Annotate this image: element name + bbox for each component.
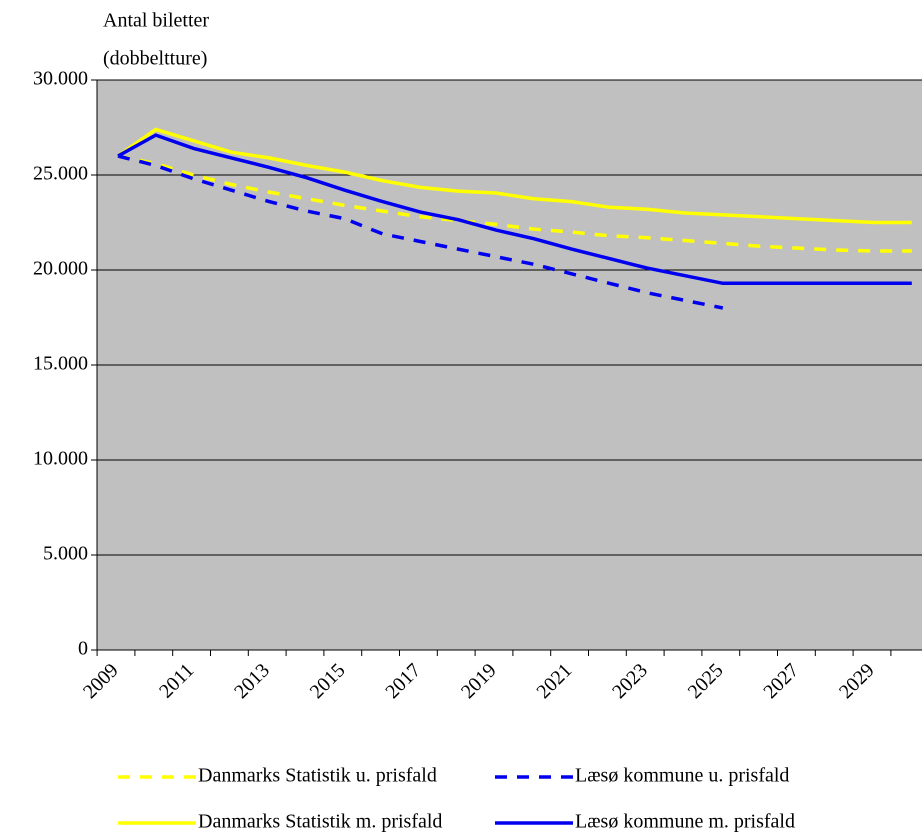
y-tick-label: 5.000 (43, 543, 88, 565)
x-tick-label: 2021 (533, 659, 577, 703)
x-tick-label: 2013 (230, 659, 274, 703)
x-tick-label: 2019 (457, 659, 501, 703)
y-tick-label: 0 (78, 638, 88, 660)
legend-label: Læsø kommune m. prisfald (575, 811, 795, 833)
legend-label: Danmarks Statistik u. prisfald (198, 765, 437, 787)
x-tick-label: 2017 (381, 659, 425, 703)
x-tick-label: 2029 (835, 659, 879, 703)
y-tick-label: 30.000 (33, 68, 88, 90)
x-tick-label: 2023 (608, 659, 652, 703)
x-tick-label: 2025 (684, 659, 728, 703)
series-line (117, 133, 912, 286)
x-tick-label: 2009 (79, 659, 123, 703)
y-axis-label: (dobbeltture) (103, 48, 207, 70)
x-tick-label: 2027 (759, 659, 803, 703)
legend-label: Læsø kommune u. prisfald (575, 765, 789, 787)
x-tick-label: 2011 (155, 659, 198, 702)
y-tick-label: 15.000 (33, 353, 88, 375)
legend-label: Danmarks Statistik m. prisfald (198, 811, 442, 833)
y-tick-label: 10.000 (33, 448, 88, 470)
series-line (117, 154, 724, 310)
y-tick-label: 20.000 (33, 258, 88, 280)
series-line (117, 154, 912, 253)
y-axis-label: Antal biletter (103, 10, 209, 32)
y-tick-label: 25.000 (33, 163, 88, 185)
x-tick-label: 2015 (306, 659, 350, 703)
series-line (116, 127, 912, 225)
